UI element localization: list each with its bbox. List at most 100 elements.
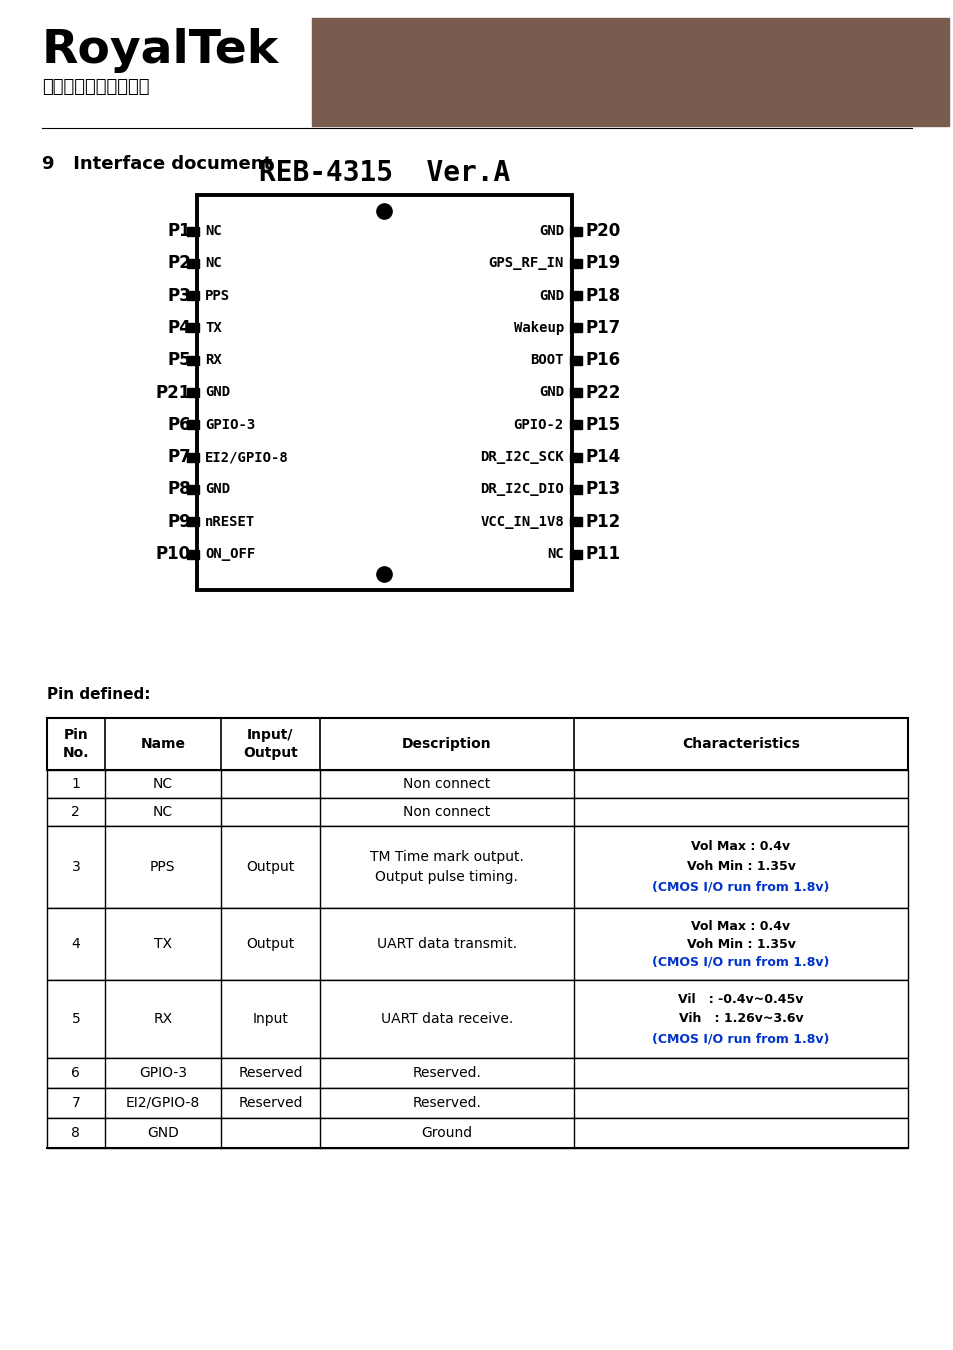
Text: nRESET: nRESET	[205, 514, 255, 529]
Bar	[569, 355, 581, 364]
Text: UART data transmit.: UART data transmit.	[376, 937, 517, 950]
Text: P8: P8	[167, 481, 191, 498]
Text: Vol Max : 0.4v: Vol Max : 0.4v	[691, 919, 790, 933]
Text: 5: 5	[71, 1012, 80, 1026]
Text: NC: NC	[152, 805, 172, 819]
Text: GND: GND	[538, 386, 563, 400]
Bar	[47, 980, 907, 1058]
Text: DR_I2C_SCK: DR_I2C_SCK	[479, 450, 563, 464]
Text: GND: GND	[147, 1126, 178, 1139]
Bar	[187, 420, 199, 429]
Bar	[47, 718, 907, 770]
Text: GPIO-3: GPIO-3	[205, 417, 255, 432]
Bar	[569, 292, 581, 300]
Text: Input/
Output: Input/ Output	[243, 728, 297, 760]
Text: P4: P4	[167, 319, 191, 338]
Text: REB-4315  Ver.A: REB-4315 Ver.A	[258, 159, 510, 188]
Text: BOOT: BOOT	[530, 354, 563, 367]
Text: P7: P7	[167, 448, 191, 466]
Bar	[187, 485, 199, 494]
Text: P1: P1	[167, 221, 191, 240]
Text: P5: P5	[167, 351, 191, 369]
Text: Name: Name	[140, 737, 185, 751]
Text: EI2/GPIO-8: EI2/GPIO-8	[126, 1096, 200, 1110]
Text: UART data receive.: UART data receive.	[380, 1012, 513, 1026]
Bar	[312, 18, 948, 126]
Text: TM Time mark output.
Output pulse timing.: TM Time mark output. Output pulse timing…	[370, 850, 523, 884]
Text: P20: P20	[585, 221, 620, 240]
Text: RX: RX	[153, 1012, 172, 1026]
Text: Input: Input	[253, 1012, 288, 1026]
Text: Characteristics: Characteristics	[681, 737, 799, 751]
Text: Non connect: Non connect	[403, 805, 490, 819]
Bar	[569, 517, 581, 526]
Text: VCC_IN_1V8: VCC_IN_1V8	[479, 514, 563, 529]
Text: P2: P2	[167, 254, 191, 273]
Text: Vol Max : 0.4v: Vol Max : 0.4v	[691, 840, 790, 853]
Text: 9   Interface document: 9 Interface document	[42, 155, 272, 173]
Bar	[47, 798, 907, 826]
Text: P9: P9	[167, 513, 191, 531]
Text: P14: P14	[585, 448, 620, 466]
Text: Vil   : -0.4v~0.45v: Vil : -0.4v~0.45v	[678, 994, 802, 1006]
Text: 1: 1	[71, 778, 80, 791]
Text: Non connect: Non connect	[403, 778, 490, 791]
Text: Output: Output	[246, 860, 294, 873]
Text: EI2/GPIO-8: EI2/GPIO-8	[205, 450, 289, 464]
Text: P11: P11	[585, 545, 620, 563]
Text: P17: P17	[585, 319, 620, 338]
Text: ON_OFF: ON_OFF	[205, 547, 255, 562]
Bar	[47, 1118, 907, 1148]
Text: RX: RX	[205, 354, 221, 367]
Bar	[187, 452, 199, 462]
Text: P10: P10	[155, 545, 191, 563]
Text: GPIO-2: GPIO-2	[514, 417, 563, 432]
Bar	[569, 549, 581, 559]
Text: GND: GND	[538, 224, 563, 238]
Bar	[187, 355, 199, 364]
Bar	[569, 452, 581, 462]
Text: 7: 7	[71, 1096, 80, 1110]
Text: P6: P6	[167, 416, 191, 433]
Text: 6: 6	[71, 1066, 80, 1080]
Bar	[196, 194, 572, 590]
Text: P18: P18	[585, 286, 620, 305]
Text: Vih   : 1.26v~3.6v: Vih : 1.26v~3.6v	[678, 1012, 802, 1026]
Bar	[187, 259, 199, 267]
Text: Voh Min : 1.35v: Voh Min : 1.35v	[686, 860, 795, 873]
Text: PPS: PPS	[150, 860, 175, 873]
Bar	[187, 292, 199, 300]
Bar	[569, 227, 581, 235]
Text: 鼎天國際股份有限公司: 鼎天國際股份有限公司	[42, 78, 150, 96]
Text: Wakeup: Wakeup	[514, 321, 563, 335]
Text: Pin
No.: Pin No.	[63, 728, 89, 760]
Text: GPIO-3: GPIO-3	[138, 1066, 187, 1080]
Text: GPS_RF_IN: GPS_RF_IN	[488, 256, 563, 270]
Bar	[187, 227, 199, 235]
Text: PPS: PPS	[205, 289, 230, 302]
Bar	[187, 517, 199, 526]
Text: NC: NC	[205, 256, 221, 270]
Bar	[47, 909, 907, 980]
Bar	[47, 1058, 907, 1088]
Text: (CMOS I/O run from 1.8v): (CMOS I/O run from 1.8v)	[652, 1031, 829, 1045]
Bar	[47, 1088, 907, 1118]
Bar	[47, 826, 907, 909]
Bar	[569, 324, 581, 332]
Text: GND: GND	[205, 386, 230, 400]
Text: Output: Output	[246, 937, 294, 950]
Text: NC: NC	[152, 778, 172, 791]
Text: Reserved: Reserved	[238, 1096, 302, 1110]
Text: P21: P21	[155, 383, 191, 401]
Text: Reserved.: Reserved.	[412, 1066, 481, 1080]
Text: 3: 3	[71, 860, 80, 873]
Text: NC: NC	[205, 224, 221, 238]
Text: GND: GND	[538, 289, 563, 302]
Text: P15: P15	[585, 416, 620, 433]
Text: P16: P16	[585, 351, 620, 369]
Text: GND: GND	[205, 482, 230, 497]
Bar	[569, 387, 581, 397]
Text: 8: 8	[71, 1126, 80, 1139]
Text: P12: P12	[585, 513, 620, 531]
Text: TX: TX	[205, 321, 221, 335]
